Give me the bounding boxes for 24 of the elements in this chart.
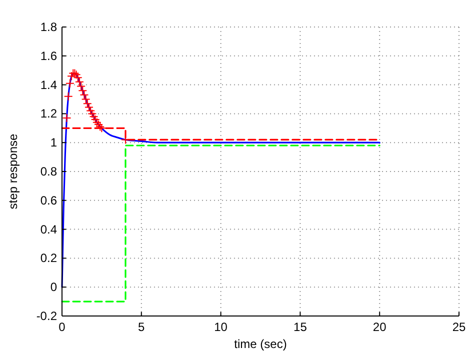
x-tick-label: 0 (58, 320, 66, 334)
point (64, 92, 73, 101)
y-tick-label: 0 (50, 280, 58, 294)
x-tick-label: 10 (214, 320, 228, 334)
y-tick-label: 1.6 (40, 48, 58, 63)
point (65, 78, 74, 88)
y-tick-label: 0.8 (40, 164, 58, 178)
y-tick-label: 1.2 (40, 106, 58, 121)
y-tick-label: 1 (50, 136, 58, 150)
y-tick-label: 0.6 (40, 193, 58, 208)
line-series (61, 72, 380, 288)
y-tick-label: 1.4 (40, 78, 58, 92)
x-axis-title: time (sec) (234, 337, 287, 351)
x-tick-label: 25 (452, 320, 466, 334)
x-tick-label: 20 (372, 320, 387, 334)
x-tick-label: 15 (294, 320, 308, 334)
point (62, 114, 72, 123)
y-tick-label: 0.4 (40, 222, 58, 236)
y-tick-label: -0.2 (36, 309, 58, 323)
y-axis-title: step response (6, 133, 20, 210)
y-tick-label: 1.8 (40, 20, 58, 34)
x-tick-label: 5 (138, 320, 146, 334)
y-tick-label: 0.2 (40, 251, 58, 266)
point (67, 72, 76, 81)
